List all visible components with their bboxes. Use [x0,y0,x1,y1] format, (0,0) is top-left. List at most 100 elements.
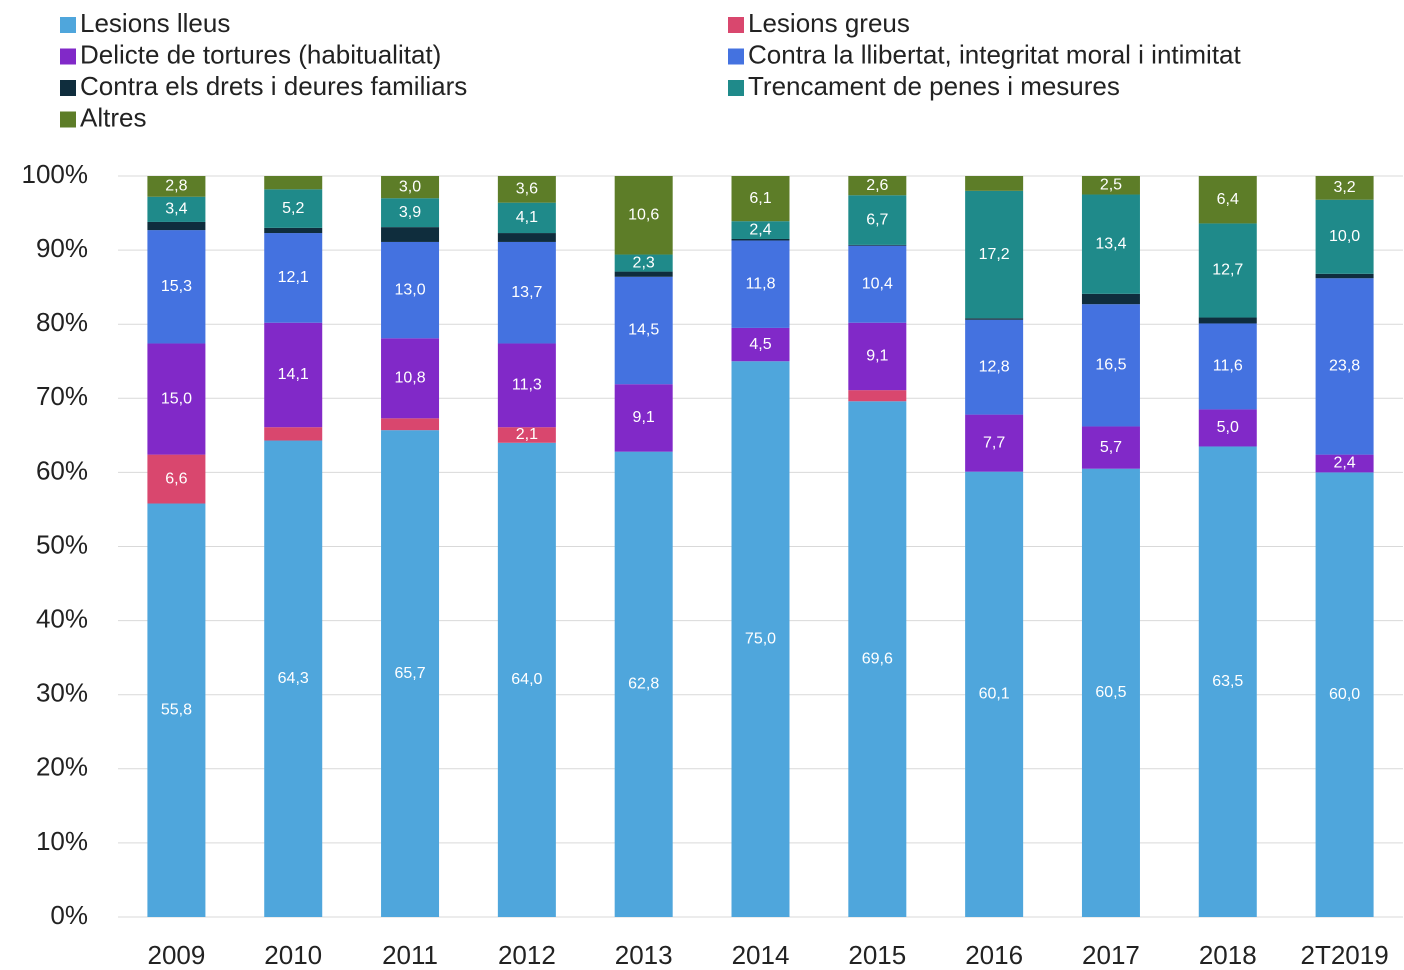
value-label: 10,6 [628,206,659,223]
bar-segment [264,322,323,428]
bar-segment [1198,317,1257,324]
x-tick-label: 2012 [498,940,556,970]
bar-segment [965,190,1024,319]
bar-segment [497,241,556,344]
value-label: 3,4 [165,201,187,218]
legend-label: Lesions greus [748,8,910,38]
y-tick-label: 50% [36,529,88,559]
y-tick-label: 80% [36,307,88,337]
y-tick-label: 40% [36,603,88,633]
value-label: 5,2 [282,200,304,217]
x-tick-label: 2011 [382,940,438,970]
bar-segment [1315,278,1374,455]
legend-swatch [60,111,76,128]
value-label: 12,1 [278,269,309,286]
bar-segment [614,276,673,385]
bar-segment [381,418,440,431]
bar-segment [965,176,1024,191]
bar-segment [614,384,673,452]
bar-segment [1081,304,1140,427]
value-label: 10,8 [394,370,425,387]
x-tick-label: 2015 [848,940,906,970]
value-label: 15,3 [161,278,192,295]
x-tick-label: 2017 [1082,940,1140,970]
bar-segment [848,322,907,391]
bar-segment [147,454,206,504]
legend-swatch [728,17,744,33]
legend-swatch [60,48,76,65]
value-label: 2,5 [1100,176,1122,193]
bar-segment [147,196,206,222]
legend-label: Altres [80,102,146,132]
value-label: 64,0 [511,671,542,688]
value-label: 12,7 [1212,262,1243,279]
bar-segment [1081,194,1140,294]
bar-segment [614,451,673,917]
bar-segment [381,227,440,242]
value-label: 16,5 [1095,357,1126,374]
legend-label: Delicte de tortures (habitualitat) [80,39,441,69]
value-label: 9,1 [633,409,655,426]
value-label: 62,8 [628,676,659,693]
bar-segment [147,343,206,455]
bar-segment [497,176,556,203]
bar-segment [497,343,556,428]
x-tick-label: 2009 [147,940,205,970]
value-label: 2,8 [165,178,187,195]
bar-segment [264,427,323,441]
bar-segment [848,244,907,246]
bar-segment [264,189,323,228]
bar-segment [965,319,1024,415]
bar-segment [497,233,556,242]
x-tick-label: 2013 [615,940,673,970]
bar-segment [848,176,907,196]
legend-swatch [60,80,76,96]
value-label: 3,2 [1333,179,1355,196]
bar-segment [147,503,206,917]
value-label: 7,7 [983,434,1005,451]
value-label: 10,0 [1329,228,1360,245]
bar-segment [381,241,440,339]
value-label: 11,6 [1213,358,1243,375]
value-label: 2,4 [1333,455,1355,472]
value-label: 14,5 [628,322,659,339]
legend-swatch [728,80,744,96]
bar-segment [1081,426,1140,469]
value-label: 15,0 [161,390,192,407]
value-label: 55,8 [161,701,192,718]
value-label: 14,1 [278,366,309,383]
value-label: 3,9 [399,204,421,221]
value-label: 60,0 [1329,686,1360,703]
value-label: 6,1 [749,190,771,207]
value-label: 4,1 [516,209,538,226]
bar-segment [848,401,907,917]
value-label: 11,8 [746,275,776,292]
x-tick-label: 2018 [1199,940,1257,970]
bar-segment [1198,446,1257,917]
value-label: 3,6 [516,181,538,198]
bar-segment [1315,454,1374,473]
y-tick-label: 60% [36,455,88,485]
bar-segment [1315,199,1374,274]
value-label: 75,0 [745,630,776,647]
legend-label: Lesions lleus [80,8,230,38]
value-label: 13,4 [1095,235,1126,252]
value-label: 23,8 [1329,358,1360,375]
value-label: 6,4 [1217,191,1239,208]
bar-segment [731,238,790,241]
bar-segment [614,254,673,272]
y-tick-label: 20% [36,752,88,782]
bar-segment [848,195,907,245]
value-label: 12,8 [979,358,1010,375]
value-label: 2,1 [516,426,538,443]
value-label: 64,3 [278,670,309,687]
bar-segment [731,221,790,239]
bar-segment [965,471,1024,917]
value-label: 65,7 [394,665,425,682]
bar-segment [965,414,1024,472]
bar-segment [147,176,206,197]
value-label: 60,1 [979,686,1010,703]
bar-segment [1315,472,1374,917]
bar-segment [497,427,556,443]
bar-segment [264,440,323,917]
